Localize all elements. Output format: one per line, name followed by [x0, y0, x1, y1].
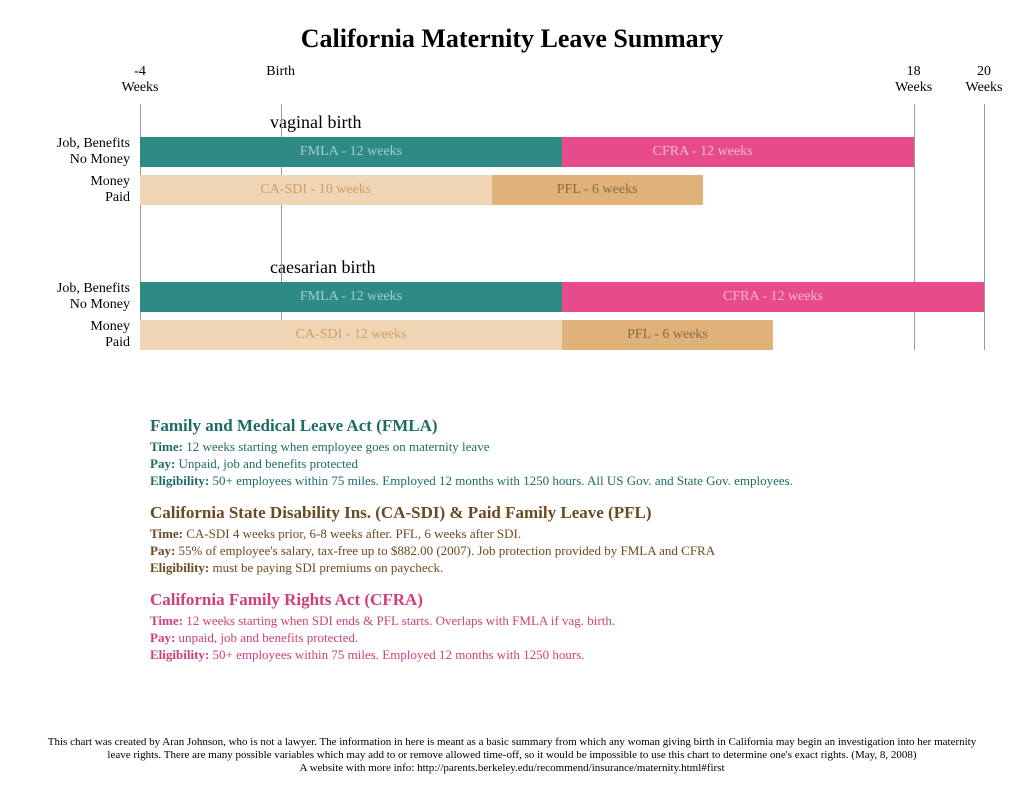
footer-line: A website with more info: http://parents…	[30, 762, 994, 775]
info-line: Pay: unpaid, job and benefits protected.	[150, 629, 964, 646]
timeline-label: 18 Weeks	[895, 64, 932, 96]
footer-line: leave rights. There are many possible va…	[30, 749, 994, 762]
timeline-bar: PFL - 6 weeks	[562, 320, 773, 350]
info-line: Eligibility: 50+ employees within 75 mil…	[150, 646, 964, 663]
info-block: California Family Rights Act (CFRA) Time:…	[150, 590, 964, 663]
info-line: Eligibility: must be paying SDI premiums…	[150, 559, 964, 576]
timeline-bar: FMLA - 12 weeks	[140, 137, 562, 167]
info-area: Family and Medical Leave Act (FMLA) Time:…	[150, 416, 964, 663]
row-label: Money Paid	[0, 174, 130, 206]
row-label: Job, Benefits No Money	[0, 136, 130, 168]
info-title: California Family Rights Act (CFRA)	[150, 590, 964, 610]
chart-row: Job, Benefits No MoneyFMLA - 12 weeksCFR…	[140, 282, 984, 312]
footer-line: This chart was created by Aran Johnson, …	[30, 736, 994, 749]
timeline-label: -4 Weeks	[122, 64, 159, 96]
info-block: California State Disability Ins. (CA-SDI…	[150, 503, 964, 576]
row-label: Money Paid	[0, 319, 130, 351]
timeline-bar: CA-SDI - 12 weeks	[140, 320, 562, 350]
footer-disclaimer: This chart was created by Aran Johnson, …	[30, 736, 994, 775]
timeline-bar: CFRA - 12 weeks	[562, 282, 984, 312]
timeline-bar: PFL - 6 weeks	[492, 175, 703, 205]
info-line: Eligibility: 50+ employees within 75 mil…	[150, 472, 964, 489]
chart-area: -4 WeeksBirth18 Weeks20 Weeks vaginal bi…	[140, 64, 984, 404]
info-title: Family and Medical Leave Act (FMLA)	[150, 416, 964, 436]
info-line: Time: CA-SDI 4 weeks prior, 6-8 weeks af…	[150, 525, 964, 542]
chart-row: Money PaidCA-SDI - 10 weeksPFL - 6 weeks	[140, 175, 984, 205]
timeline-bar: CA-SDI - 10 weeks	[140, 175, 492, 205]
info-line: Time: 12 weeks starting when employee go…	[150, 438, 964, 455]
info-line: Pay: 55% of employee's salary, tax-free …	[150, 542, 964, 559]
timeline-label: Birth	[266, 64, 295, 80]
chart-row: Job, Benefits No MoneyFMLA - 12 weeksCFR…	[140, 137, 984, 167]
page-title: California Maternity Leave Summary	[0, 0, 1024, 64]
timeline-labels: -4 WeeksBirth18 Weeks20 Weeks	[140, 64, 984, 108]
timeline-label: 20 Weeks	[966, 64, 1003, 96]
info-title: California State Disability Ins. (CA-SDI…	[150, 503, 964, 523]
section-title: vaginal birth	[270, 112, 984, 133]
timeline-bar: FMLA - 12 weeks	[140, 282, 562, 312]
chart-row: Money PaidCA-SDI - 12 weeksPFL - 6 weeks	[140, 320, 984, 350]
timeline-gridline	[984, 104, 985, 350]
info-line: Pay: Unpaid, job and benefits protected	[150, 455, 964, 472]
section-title: caesarian birth	[270, 257, 984, 278]
info-block: Family and Medical Leave Act (FMLA) Time:…	[150, 416, 964, 489]
row-label: Job, Benefits No Money	[0, 281, 130, 313]
info-line: Time: 12 weeks starting when SDI ends & …	[150, 612, 964, 629]
